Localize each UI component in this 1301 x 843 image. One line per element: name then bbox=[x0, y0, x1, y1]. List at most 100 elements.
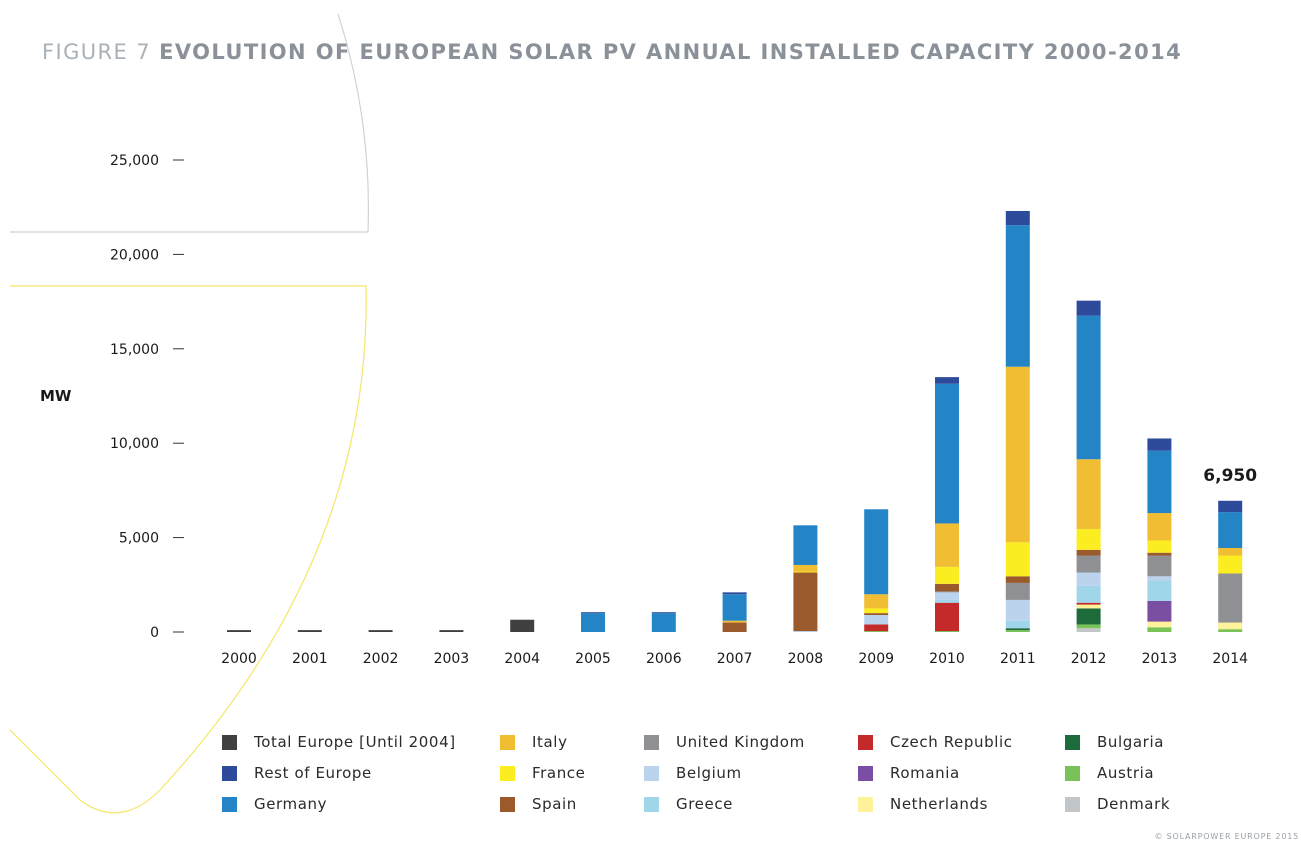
bar-segment bbox=[1218, 622, 1243, 630]
bar-segment bbox=[793, 564, 818, 572]
bar-segment bbox=[1076, 572, 1101, 586]
bar-segment bbox=[1076, 624, 1101, 629]
bar-segment bbox=[1147, 627, 1172, 632]
bar-segment bbox=[1005, 366, 1030, 543]
bar-segment bbox=[935, 599, 959, 603]
bar-segment bbox=[1005, 210, 1030, 226]
bar-segment bbox=[1147, 581, 1172, 601]
bar-segment bbox=[1218, 512, 1243, 548]
x-tick-label: 2003 bbox=[434, 651, 470, 667]
bar-segment bbox=[722, 620, 747, 623]
y-tick-label: 20,000 bbox=[110, 247, 159, 263]
bar-segment bbox=[1218, 573, 1243, 623]
bar-segment bbox=[1147, 621, 1172, 628]
bar-segment bbox=[793, 572, 818, 632]
bar-segment bbox=[1076, 549, 1101, 556]
bar-segment bbox=[651, 613, 676, 632]
x-tick-label: 2010 bbox=[929, 651, 965, 667]
bar-segment bbox=[935, 592, 959, 600]
bar-segment bbox=[1005, 225, 1030, 367]
bar-segment bbox=[935, 583, 959, 592]
y-tick-label: 25,000 bbox=[110, 153, 159, 169]
x-tick-label: 2008 bbox=[788, 651, 824, 667]
x-tick-label: 2012 bbox=[1071, 651, 1107, 667]
bar-segment bbox=[581, 613, 605, 632]
y-axis-label: MW bbox=[40, 387, 72, 405]
bar-segment bbox=[1005, 542, 1030, 577]
bar-segment bbox=[1076, 604, 1101, 609]
bar-segment bbox=[368, 630, 393, 632]
bar-segment bbox=[722, 622, 747, 632]
bar-segment bbox=[439, 630, 464, 632]
y-tick-label: 5,000 bbox=[119, 531, 159, 547]
x-tick-label: 2011 bbox=[1000, 651, 1036, 667]
bar-segment bbox=[1076, 459, 1101, 530]
bar-segment bbox=[935, 591, 959, 593]
decorative-arc-yellow-lower bbox=[9, 729, 81, 801]
chart-title: FIGURE 7 EVOLUTION OF EUROPEAN SOLAR PV … bbox=[42, 40, 1182, 64]
copyright-note: © SOLARPOWER EUROPE 2015 bbox=[1154, 832, 1299, 841]
y-axis: 0 5,000 10,000 15,000 20,000 25,000 bbox=[110, 153, 184, 641]
bar-segment bbox=[722, 592, 747, 595]
x-tick-label: 2005 bbox=[575, 651, 611, 667]
decorative-arcs bbox=[9, 13, 369, 814]
bar-segment bbox=[793, 571, 818, 573]
x-tick-label: 2002 bbox=[363, 651, 399, 667]
x-tick-label: 2009 bbox=[858, 651, 894, 667]
bar-segment bbox=[227, 630, 251, 632]
bar-segment bbox=[1147, 555, 1172, 577]
bar-segment bbox=[793, 631, 818, 632]
bar-segment bbox=[1076, 300, 1101, 316]
annotation-label: 6,950 bbox=[1203, 466, 1257, 486]
bar-segment bbox=[1147, 600, 1172, 622]
x-tick-label: 2007 bbox=[717, 651, 753, 667]
x-tick-label: 2013 bbox=[1142, 651, 1178, 667]
bar-segment bbox=[1076, 608, 1101, 625]
x-tick-label: 2001 bbox=[292, 651, 328, 667]
decorative-arc-yellow bbox=[10, 285, 367, 814]
x-tick-label: 2004 bbox=[504, 651, 540, 667]
y-tick-label: 15,000 bbox=[110, 342, 159, 358]
bar-segment bbox=[1147, 438, 1172, 451]
bar-segment bbox=[651, 612, 676, 614]
bar-segment bbox=[864, 613, 889, 616]
title-text: EVOLUTION OF EUROPEAN SOLAR PV ANNUAL IN… bbox=[159, 40, 1183, 64]
y-tick-label: 0 bbox=[150, 625, 159, 641]
x-axis: 2000 2001 2002 2003 2004 2005 2006 2007 2008 2009… bbox=[221, 651, 1248, 667]
bar-segment bbox=[1147, 513, 1172, 541]
decorative-arc-gray bbox=[10, 13, 369, 233]
bar-segment bbox=[1218, 500, 1243, 513]
bar-segment bbox=[1076, 555, 1101, 573]
x-tick-label: 2014 bbox=[1212, 651, 1248, 667]
bar-segment bbox=[935, 566, 959, 584]
bar-segment bbox=[1076, 529, 1101, 550]
bar-segment bbox=[1147, 552, 1172, 556]
bar-segment bbox=[1218, 555, 1243, 574]
bar-segment bbox=[864, 509, 889, 595]
x-tick-label: 2006 bbox=[646, 651, 682, 667]
bar-segment bbox=[1076, 628, 1101, 632]
bar-segment bbox=[1005, 599, 1030, 621]
bar-segment bbox=[297, 630, 322, 632]
bar-segment bbox=[935, 383, 959, 524]
bar-segment bbox=[722, 594, 747, 621]
bar-segment bbox=[864, 631, 889, 632]
bar-segment bbox=[935, 377, 959, 384]
x-tick-label: 2000 bbox=[221, 651, 257, 667]
bar-segment bbox=[581, 612, 605, 614]
bar-segment bbox=[1147, 540, 1172, 553]
bars bbox=[227, 210, 1243, 632]
bar-segment bbox=[1076, 602, 1101, 605]
bar-segment bbox=[510, 619, 535, 632]
y-tick-label: 10,000 bbox=[110, 436, 159, 452]
bar-segment bbox=[864, 624, 889, 632]
bar-segment bbox=[1005, 576, 1030, 583]
bar-segment bbox=[935, 523, 959, 567]
bar-segment bbox=[864, 608, 889, 614]
bar-segment bbox=[864, 615, 889, 625]
bar-segment bbox=[793, 525, 818, 565]
bar-segment bbox=[1005, 582, 1030, 600]
bar-segment bbox=[864, 594, 889, 609]
bar-segment bbox=[1076, 315, 1101, 460]
bar-segment bbox=[1218, 547, 1243, 556]
